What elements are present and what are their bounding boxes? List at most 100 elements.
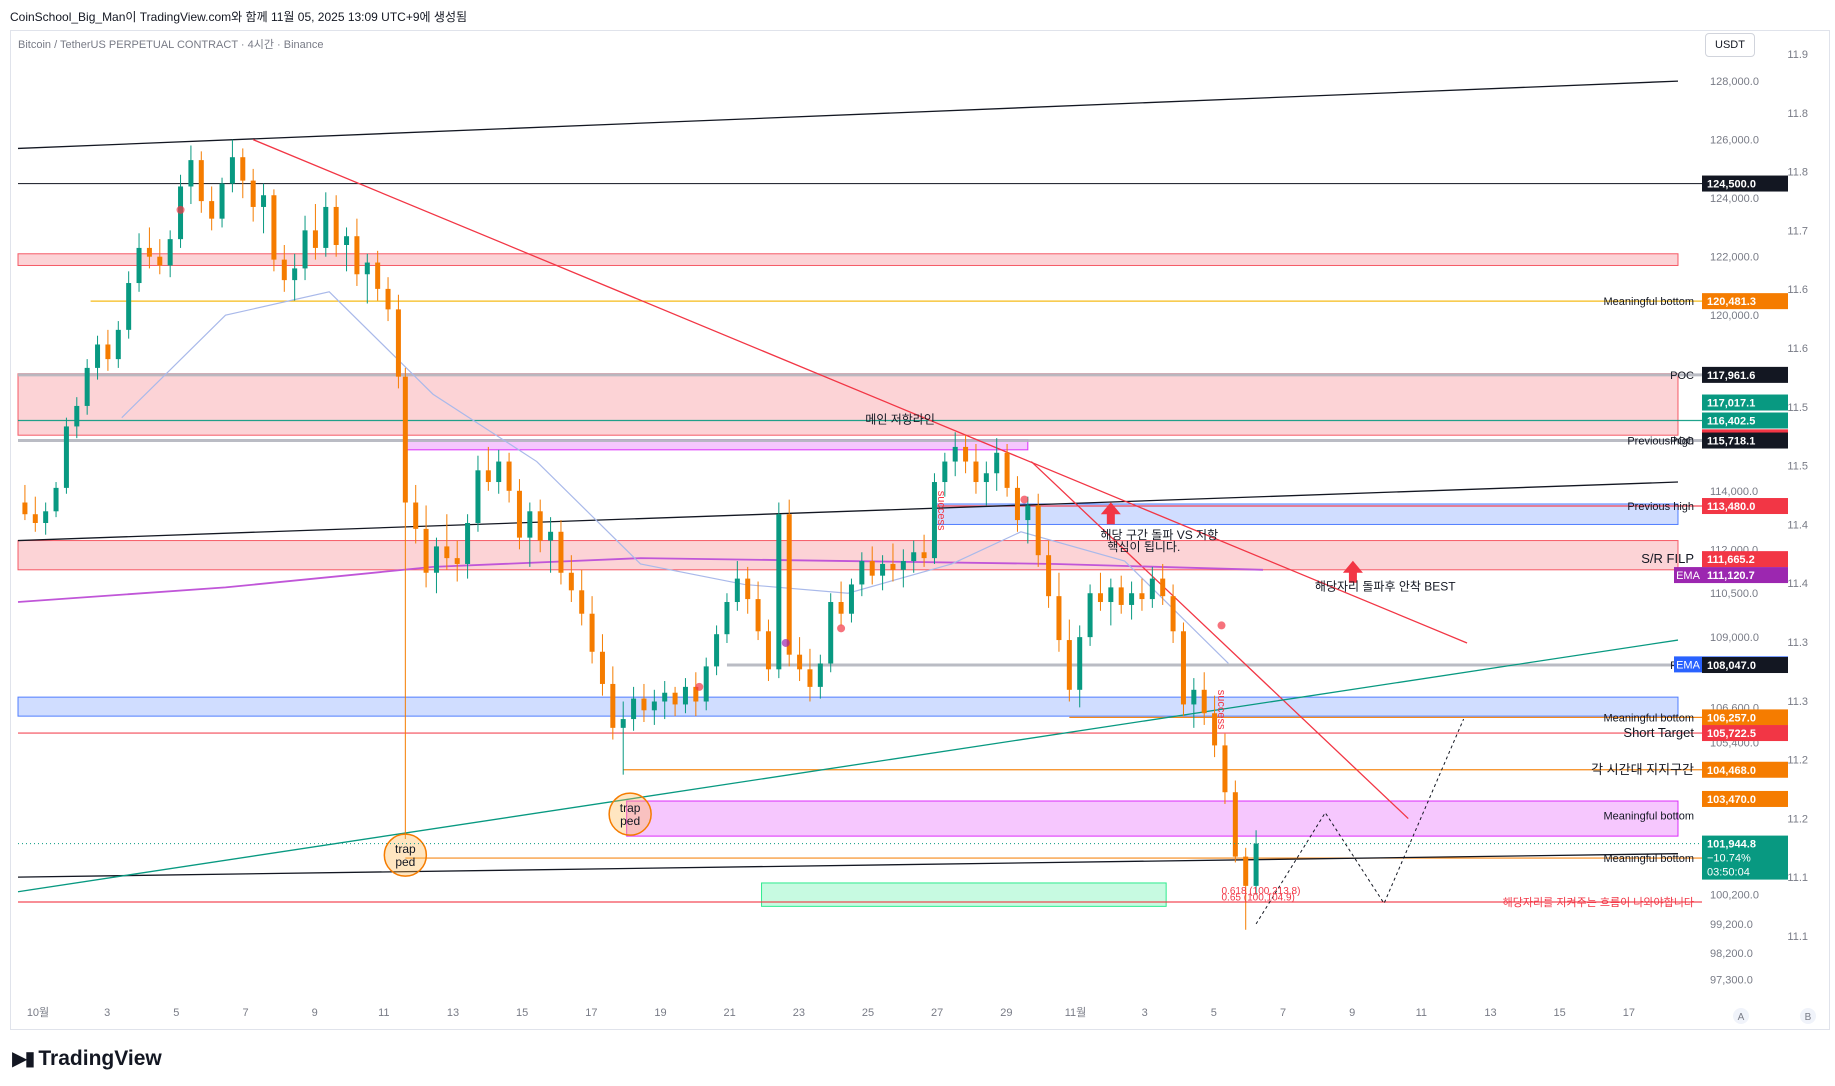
price-label-bg	[1702, 551, 1788, 568]
price-tick-13: 98,200.0	[1710, 948, 1753, 960]
price-zone-2	[17, 540, 1679, 571]
auto-scale-button[interactable]: A	[1733, 1008, 1749, 1024]
candle-body	[828, 602, 834, 664]
level-label-7: Meaningful bottom	[1604, 712, 1695, 724]
candle-78	[828, 593, 834, 673]
candle-body	[1056, 596, 1062, 641]
candle-21	[240, 148, 246, 199]
x-tick-1: 3	[104, 1007, 110, 1019]
candle-13	[157, 239, 163, 275]
price-label-14: 104,468.0	[1702, 761, 1788, 778]
candle-67	[714, 625, 720, 676]
candle-body	[1180, 631, 1186, 705]
candle-97	[1025, 496, 1031, 544]
candle-body	[848, 584, 854, 614]
price-label-bg	[1702, 498, 1788, 515]
candle-30	[333, 195, 339, 257]
price-label-bg	[1702, 366, 1788, 383]
candle-118	[1243, 847, 1249, 930]
candle-104	[1097, 572, 1103, 611]
candle-92	[973, 443, 979, 494]
candle-body	[229, 157, 235, 184]
candle-47	[506, 452, 512, 503]
secondary-tick-7: 11.5	[1787, 461, 1808, 473]
candle-body	[890, 563, 896, 570]
candle-114	[1201, 672, 1207, 725]
candle-body	[219, 183, 225, 219]
trendline-secondary-resistance	[1030, 461, 1409, 820]
signal-dot-2	[837, 624, 846, 633]
x-tick-11: 23	[793, 1007, 805, 1019]
candle-body	[1035, 505, 1041, 556]
price-label-text: 111,665.2	[1707, 554, 1755, 566]
candle-body	[641, 698, 647, 711]
log-scale-button[interactable]: B	[1800, 1008, 1816, 1024]
price-label-4: 116,402.5	[1702, 412, 1788, 429]
annotation-3: 해당자리 돌파후 안착 BEST	[1315, 579, 1456, 593]
x-tick-16: 3	[1142, 1007, 1148, 1019]
candle-48	[516, 479, 522, 550]
x-tick-13: 27	[931, 1007, 943, 1019]
candle-31	[344, 227, 350, 272]
candle-38	[413, 484, 419, 544]
candle-72	[765, 619, 771, 682]
candle-63	[672, 686, 678, 717]
candle-body	[126, 283, 132, 330]
candle-58	[620, 701, 626, 775]
price-label-bg	[1702, 412, 1788, 429]
candle-body	[302, 230, 308, 269]
candle-37	[402, 367, 408, 840]
candle-body	[745, 578, 751, 600]
price-label-text: 106,257.0	[1707, 712, 1756, 724]
candle-body	[797, 654, 803, 670]
candle-4	[63, 417, 69, 494]
candle-65	[693, 672, 699, 717]
current-price-bg	[1702, 835, 1788, 880]
up-arrow-icon-1	[1342, 560, 1363, 583]
trendline-upper-channel	[17, 80, 1679, 150]
candle-body	[859, 561, 865, 585]
x-tick-7: 15	[516, 1007, 528, 1019]
x-tick-8: 17	[585, 1007, 597, 1019]
ema-long-line	[17, 557, 1264, 603]
price-zone-0	[17, 253, 1679, 266]
price-label-9: 111,120.7	[1702, 567, 1788, 584]
currency-button[interactable]: USDT	[1705, 33, 1755, 57]
candle-20	[229, 139, 235, 193]
symbol-title[interactable]: Bitcoin / TetherUS PERPETUAL CONTRACT · …	[18, 39, 324, 51]
candle-115	[1212, 695, 1218, 758]
candle-body	[724, 602, 730, 635]
price-label-text: 113,480.0	[1707, 501, 1755, 513]
trapped-circle	[608, 792, 652, 836]
annotation-7: 0.65 (100,104.9)	[1222, 893, 1295, 904]
candle-body	[963, 446, 969, 462]
x-tick-21: 13	[1484, 1007, 1496, 1019]
candle-body	[651, 701, 657, 711]
candle-36	[395, 294, 401, 389]
secondary-tick-0: 11.9	[1787, 49, 1808, 61]
trendline-main-resistance	[252, 139, 1468, 644]
candle-body	[402, 376, 408, 503]
tradingview-brand[interactable]: ▶▮ TradingView	[12, 1046, 162, 1071]
candle-89	[942, 452, 948, 497]
candle-body	[323, 206, 329, 248]
axis-tag-1: EMA	[1674, 656, 1702, 673]
candle-93	[983, 461, 989, 506]
x-tick-3: 7	[242, 1007, 248, 1019]
annotation-4: success	[935, 491, 947, 531]
secondary-tick-5: 11.6	[1787, 343, 1808, 355]
candle-body	[444, 546, 450, 559]
current-price-value: 101,944.8	[1707, 839, 1756, 851]
candle-body	[714, 634, 720, 667]
candle-59	[631, 686, 637, 731]
candle-113	[1191, 678, 1197, 728]
price-zone-7	[761, 882, 1167, 907]
candle-52	[558, 520, 564, 585]
secondary-tick-2: 11.8	[1787, 167, 1808, 179]
price-label-2: 117,961.6	[1702, 366, 1788, 383]
candle-body	[755, 599, 761, 632]
candle-42	[454, 540, 460, 582]
price-label-text: 104,468.0	[1707, 765, 1756, 777]
